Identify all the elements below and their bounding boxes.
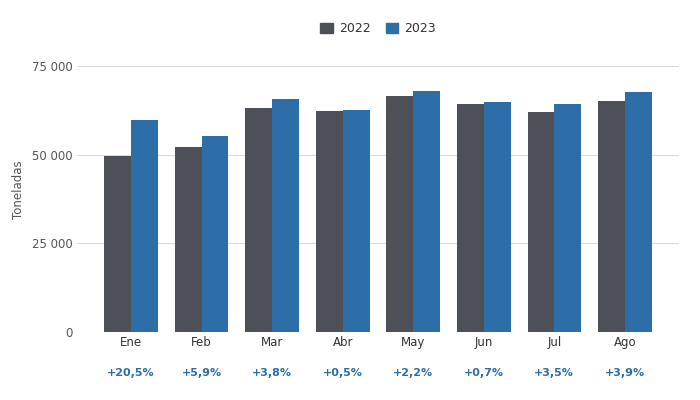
Legend: 2022, 2023: 2022, 2023	[315, 17, 441, 40]
Text: +0,7%: +0,7%	[464, 368, 504, 378]
Text: +3,8%: +3,8%	[252, 368, 292, 378]
Bar	[272, 99, 299, 332]
Bar	[413, 91, 440, 332]
Bar	[554, 104, 581, 332]
Bar	[528, 112, 554, 332]
Text: +0,5%: +0,5%	[323, 368, 363, 378]
Bar	[484, 102, 510, 332]
Bar	[598, 101, 625, 332]
Bar	[104, 156, 131, 332]
Bar	[625, 92, 652, 332]
Y-axis label: Toneladas: Toneladas	[12, 161, 25, 219]
Bar	[246, 108, 272, 332]
Text: +20,5%: +20,5%	[107, 368, 155, 378]
Bar	[343, 110, 370, 332]
Bar	[202, 136, 228, 332]
Bar	[316, 111, 343, 332]
Bar	[175, 147, 202, 332]
Text: +5,9%: +5,9%	[181, 368, 222, 378]
Bar	[131, 120, 158, 332]
Text: +3,5%: +3,5%	[534, 368, 574, 378]
Bar	[386, 96, 413, 332]
Text: +3,9%: +3,9%	[605, 368, 645, 378]
Bar	[457, 104, 484, 332]
Text: +2,2%: +2,2%	[393, 368, 433, 378]
